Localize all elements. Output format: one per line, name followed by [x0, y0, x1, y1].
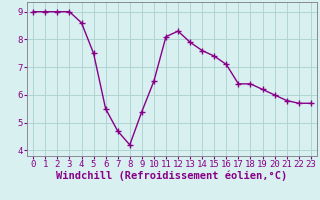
X-axis label: Windchill (Refroidissement éolien,°C): Windchill (Refroidissement éolien,°C): [56, 171, 288, 181]
